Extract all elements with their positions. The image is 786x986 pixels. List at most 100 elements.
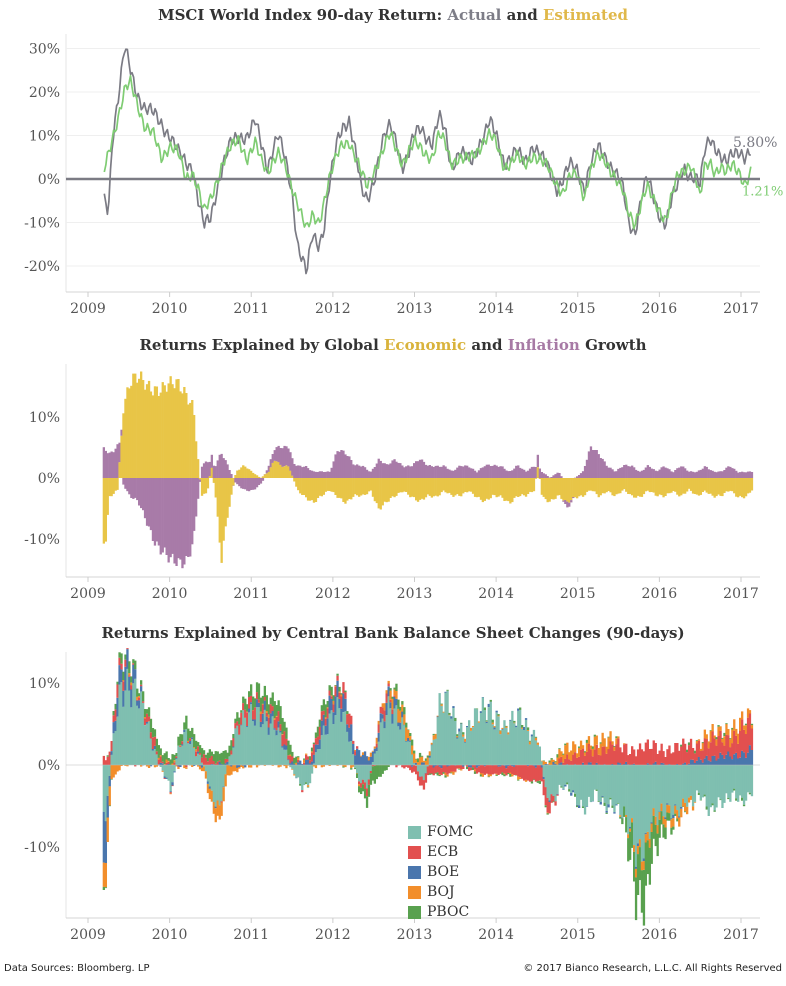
bar-boe — [611, 764, 614, 765]
bar-economic — [143, 389, 147, 478]
bar-economic — [246, 468, 249, 478]
bar-economic — [523, 478, 526, 496]
bar-pboc — [668, 813, 671, 821]
bar-boj — [200, 767, 204, 772]
bar-fomc — [456, 738, 459, 765]
bar-economic — [314, 478, 318, 502]
bar-boj — [701, 743, 705, 751]
bar-fomc — [218, 765, 221, 806]
bar-boj — [108, 786, 111, 806]
bar-ecb — [385, 693, 388, 703]
bar-ecb — [387, 683, 390, 687]
bar-ecb — [530, 765, 534, 782]
bar-fomc — [607, 765, 610, 805]
chart3-y-tick-label: 0% — [38, 758, 60, 774]
bar-fomc — [660, 765, 663, 804]
bar-inflation — [246, 478, 249, 491]
bar-ecb — [424, 773, 428, 783]
bar-boe — [456, 737, 459, 739]
bar-inflation — [346, 456, 349, 478]
bar-pboc — [672, 826, 675, 830]
bar-economic — [505, 478, 508, 501]
bar-economic — [322, 478, 326, 495]
bar-inflation — [275, 447, 278, 462]
bar-pboc — [513, 720, 516, 723]
bar-economic — [171, 384, 174, 478]
bar-boe — [576, 804, 579, 806]
bar-inflation — [576, 476, 579, 478]
bar-boe — [391, 714, 394, 724]
bar-fomc — [426, 765, 430, 767]
bar-pboc — [432, 733, 435, 736]
bar-inflation — [310, 470, 314, 478]
bar-ecb — [255, 692, 259, 700]
bar-inflation — [330, 467, 333, 478]
bar-fomc — [542, 765, 545, 777]
bar-boe — [230, 765, 233, 767]
bar-fomc — [581, 765, 585, 807]
bar-inflation — [308, 470, 312, 478]
bar-ecb — [259, 714, 263, 722]
bar-inflation — [202, 463, 206, 478]
bar-ecb — [356, 746, 359, 749]
bar-boe — [246, 726, 249, 727]
bar-pboc — [438, 775, 441, 777]
bar-ecb — [638, 743, 642, 765]
bar-boj — [104, 863, 108, 888]
bar-ecb — [656, 754, 659, 765]
chart3-x-tick-label: 2010 — [152, 927, 188, 943]
bar-boe — [326, 718, 329, 735]
bar-ecb — [116, 684, 119, 698]
bar-boj — [293, 774, 296, 776]
bar-inflation — [418, 459, 422, 478]
bar-boe — [393, 696, 396, 709]
bar-boj — [305, 753, 308, 755]
bar-economic — [693, 478, 697, 494]
bar-ecb — [609, 741, 612, 765]
bar-fomc — [454, 721, 457, 765]
bar-fomc — [308, 765, 312, 784]
bar-boe — [660, 762, 663, 765]
bar-ecb — [142, 701, 145, 703]
bar-pboc — [305, 782, 308, 784]
bar-pboc — [334, 685, 337, 686]
bar-economic — [546, 478, 549, 503]
bar-economic — [367, 478, 371, 492]
bar-economic — [633, 478, 636, 498]
bar-inflation — [715, 472, 718, 478]
bar-ecb — [422, 780, 426, 790]
bar-economic — [452, 478, 455, 497]
bar-ecb — [652, 740, 655, 764]
bar-economic — [281, 466, 284, 478]
bar-ecb — [436, 765, 439, 773]
bar-boe — [350, 724, 353, 741]
bar-pboc — [485, 720, 489, 722]
bar-pboc — [430, 773, 434, 775]
bar-boe — [240, 724, 243, 726]
bar-ecb — [589, 749, 593, 763]
bar-pboc — [715, 737, 718, 740]
bar-economic — [265, 473, 269, 478]
bar-pboc — [448, 712, 451, 715]
bar-pboc — [314, 732, 318, 738]
bar-ecb — [662, 751, 665, 764]
bar-boj — [497, 715, 500, 717]
bar-inflation — [689, 471, 693, 478]
bar-ecb — [727, 735, 730, 752]
bar-ecb — [114, 709, 117, 721]
bar-boe — [159, 762, 162, 765]
bar-fomc — [613, 765, 616, 813]
bar-boj — [312, 765, 316, 767]
bar-fomc — [562, 765, 565, 790]
bar-boj — [634, 868, 638, 878]
bar-ecb — [375, 743, 379, 748]
bar-boj — [574, 744, 577, 753]
bar-boj — [122, 680, 125, 682]
bar-economic — [200, 478, 204, 496]
chart3-x-tick-label: 2016 — [642, 927, 678, 943]
bar-boe — [711, 756, 714, 765]
bar-boe — [450, 716, 453, 719]
bar-ecb — [318, 726, 322, 740]
bar-economic — [206, 478, 210, 489]
bar-inflation — [118, 442, 121, 463]
